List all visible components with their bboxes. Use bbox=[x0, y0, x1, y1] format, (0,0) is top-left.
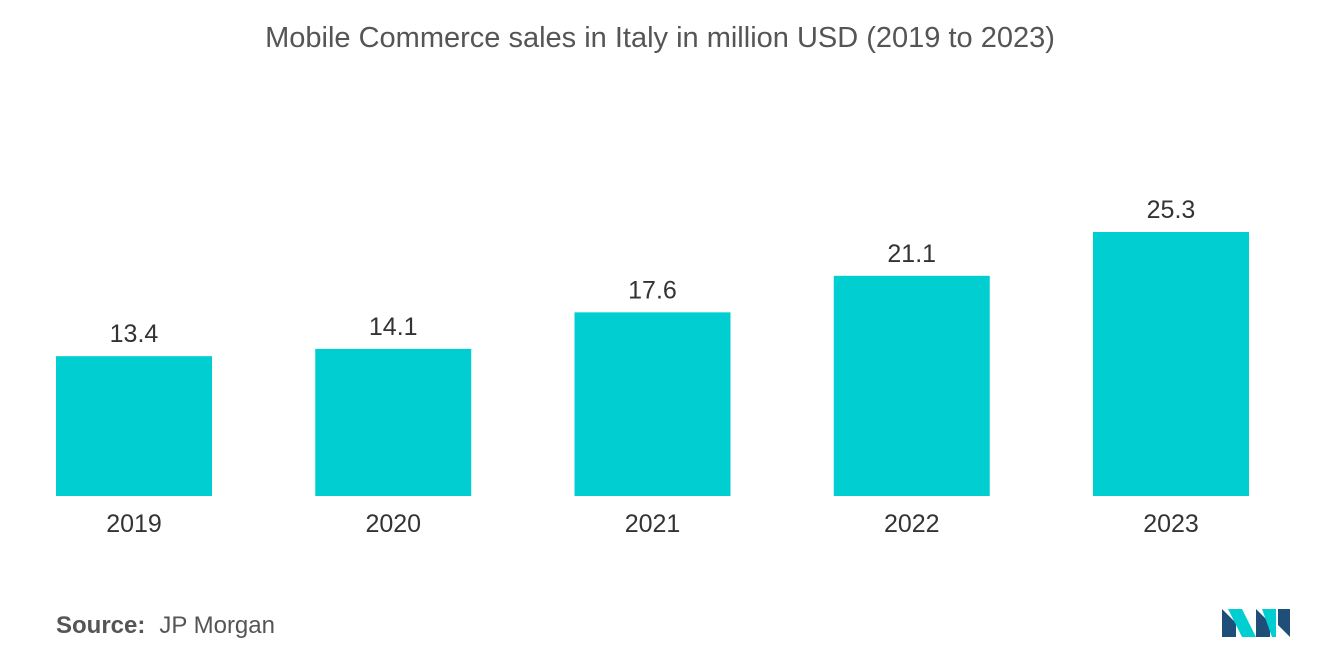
bar-2023 bbox=[1093, 232, 1249, 496]
mordor-logo-icon bbox=[1222, 609, 1290, 637]
bar-2021 bbox=[574, 312, 731, 496]
bar-2020 bbox=[315, 348, 472, 496]
bar-2019 bbox=[56, 356, 212, 496]
x-tick-label-2020: 2020 bbox=[365, 510, 421, 538]
x-tick-label-2023: 2023 bbox=[1143, 510, 1199, 538]
data-label-2020: 14.1 bbox=[369, 313, 418, 341]
chart-title: Mobile Commerce sales in Italy in millio… bbox=[265, 22, 1055, 54]
x-tick-label-2022: 2022 bbox=[884, 510, 940, 538]
bar-2022 bbox=[833, 275, 990, 496]
x-tick-label-2021: 2021 bbox=[625, 510, 681, 538]
data-label-2021: 17.6 bbox=[628, 276, 677, 304]
source-label: Source: bbox=[56, 612, 146, 639]
x-tick-label-2019: 2019 bbox=[106, 510, 162, 538]
source-note: Source: JP Morgan bbox=[56, 612, 275, 640]
data-label-2022: 21.1 bbox=[887, 240, 936, 268]
source-text: JP Morgan bbox=[159, 612, 275, 639]
data-label-2019: 13.4 bbox=[110, 320, 159, 348]
data-label-2023: 25.3 bbox=[1147, 196, 1196, 224]
bar-chart: 13.4 2019 14.1 2020 17.6 2021 21.1 2022 25.3 2023 bbox=[56, 196, 1249, 538]
